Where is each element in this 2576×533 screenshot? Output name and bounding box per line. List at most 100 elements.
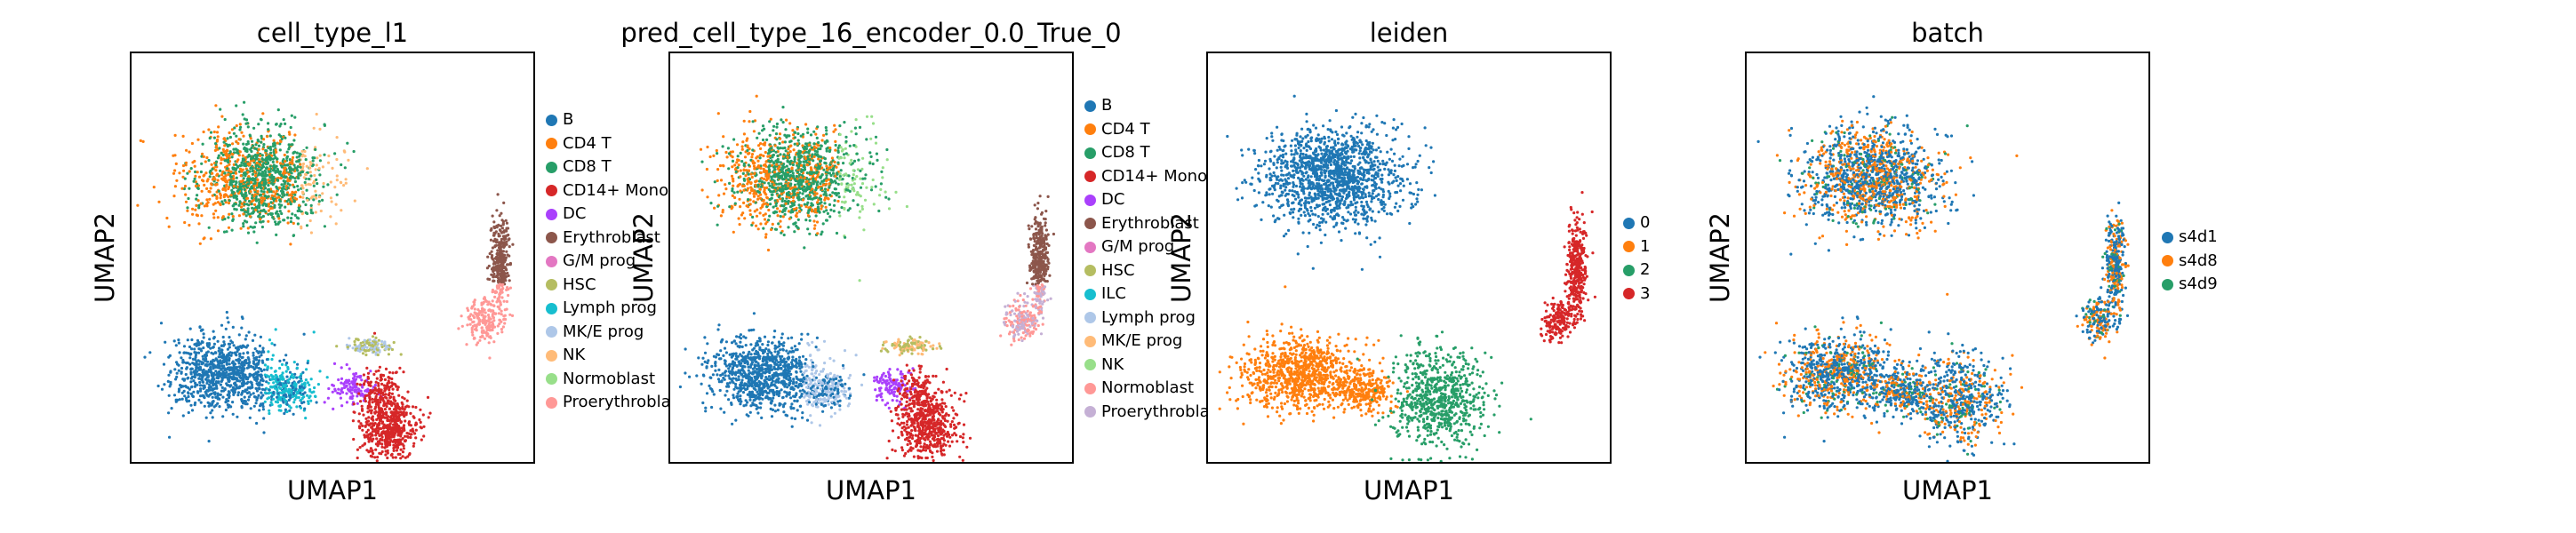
cell-point <box>227 161 230 164</box>
cell-point <box>797 155 801 159</box>
cell-point <box>232 195 236 199</box>
cell-point <box>265 166 268 170</box>
cell-point <box>260 140 263 144</box>
cell-point <box>221 370 225 374</box>
cell-point <box>281 371 284 375</box>
cell-point <box>309 378 313 381</box>
cell-point <box>377 369 380 372</box>
cell-point <box>758 211 762 215</box>
cell-point <box>352 372 356 376</box>
cell-point <box>345 401 348 404</box>
cell-point <box>494 266 498 270</box>
cell-point <box>213 178 217 181</box>
cell-point <box>300 184 304 187</box>
cell-point <box>372 372 376 376</box>
cell-point <box>223 144 227 147</box>
cell-point <box>426 395 430 399</box>
cell-point <box>238 128 242 131</box>
cell-point <box>486 314 491 317</box>
cell-point <box>260 196 263 200</box>
cell-point <box>260 134 263 138</box>
cell-point <box>246 351 250 354</box>
cell-point <box>238 150 242 154</box>
cell-point <box>243 395 246 399</box>
cell-point <box>742 188 746 192</box>
cell-point <box>296 185 300 188</box>
legend-marker <box>546 255 557 267</box>
cell-point <box>874 135 878 139</box>
cell-point <box>366 371 371 375</box>
cell-point <box>766 248 771 252</box>
cell-point <box>370 411 373 415</box>
cell-point <box>275 233 278 236</box>
cell-point <box>497 279 500 282</box>
cell-point <box>258 212 261 216</box>
cell-point <box>262 138 266 141</box>
cell-point <box>364 417 368 420</box>
cell-point <box>246 171 250 174</box>
cell-point <box>396 446 400 449</box>
cell-point <box>822 168 826 171</box>
cell-point <box>787 181 790 185</box>
erythroid-cluster <box>457 193 515 360</box>
cell-point <box>335 157 339 162</box>
cell-point <box>190 338 194 342</box>
cell-point <box>393 402 396 406</box>
cell-point <box>293 193 297 196</box>
cell-point <box>247 363 251 368</box>
cell-point <box>305 146 308 149</box>
cell-point <box>293 213 297 217</box>
cell-point <box>290 384 293 387</box>
cell-point <box>796 218 800 221</box>
cell-point <box>257 123 260 126</box>
cell-point <box>204 160 207 163</box>
cell-point <box>483 296 486 299</box>
cell-point <box>361 409 364 412</box>
cell-point <box>173 185 177 188</box>
cell-point <box>193 370 196 373</box>
cell-point <box>766 152 770 155</box>
cell-point <box>229 175 233 179</box>
cell-point <box>333 186 337 189</box>
cell-point <box>305 164 308 168</box>
cell-point <box>243 158 246 162</box>
cell-point <box>294 385 298 388</box>
cell-point <box>215 385 219 388</box>
cell-point <box>276 193 279 196</box>
cell-point <box>205 179 209 183</box>
cell-point <box>295 366 299 370</box>
cell-point <box>210 403 213 407</box>
cell-point <box>180 397 184 401</box>
cell-point <box>285 402 289 406</box>
cell-point <box>375 393 379 396</box>
cell-point <box>295 151 299 155</box>
cell-point <box>240 131 244 134</box>
cell-point <box>235 180 238 184</box>
cell-point <box>175 179 179 182</box>
cell-point <box>480 326 484 330</box>
cell-point <box>291 190 294 194</box>
cell-point <box>781 156 785 160</box>
legend-label: Lymph prog <box>563 298 657 317</box>
cell-point <box>269 151 273 155</box>
cell-point <box>202 386 205 390</box>
cell-point <box>475 343 478 346</box>
cell-point <box>788 169 791 172</box>
cell-point <box>482 319 485 322</box>
cell-point <box>870 186 874 189</box>
cell-point <box>242 225 245 228</box>
cell-point <box>775 211 779 214</box>
cell-point <box>212 381 215 385</box>
cell-point <box>756 155 759 158</box>
cell-point <box>503 317 507 321</box>
cell-point <box>309 203 313 207</box>
cell-point <box>193 177 196 180</box>
cell-point <box>492 279 495 282</box>
cell-point <box>374 351 378 354</box>
cell-point <box>396 431 400 434</box>
cell-point <box>731 189 734 193</box>
cell-point <box>224 408 228 412</box>
cell-point <box>216 172 220 176</box>
cell-point <box>280 173 284 178</box>
cell-point <box>490 227 493 230</box>
